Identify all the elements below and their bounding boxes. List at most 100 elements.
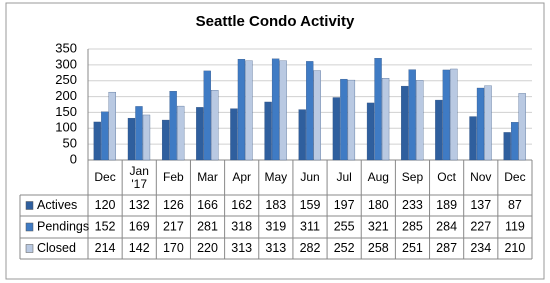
- table-value: 166: [197, 198, 218, 212]
- bar: [176, 105, 185, 161]
- bar: [298, 109, 306, 161]
- table-value: 319: [265, 219, 286, 233]
- legend-key: [25, 222, 34, 232]
- table-value: 281: [197, 219, 218, 233]
- table-value: 313: [231, 241, 252, 255]
- bar: [142, 114, 151, 161]
- table-value: 152: [95, 219, 116, 233]
- bar: [230, 108, 238, 161]
- table-value: 234: [470, 241, 491, 255]
- table-value: 126: [163, 198, 184, 212]
- chart-title: Seattle Condo Activity: [196, 13, 355, 30]
- bar: [381, 78, 390, 161]
- bar: [93, 121, 101, 161]
- table-value: 120: [95, 198, 116, 212]
- table-value: 214: [95, 241, 116, 255]
- bar: [237, 58, 246, 161]
- bar: [279, 60, 287, 161]
- table-value: 321: [368, 219, 389, 233]
- bar: [313, 70, 321, 161]
- table-value: 197: [334, 198, 355, 212]
- table-value: 132: [129, 198, 150, 212]
- table-value: 284: [436, 219, 457, 233]
- x-tick-label: May: [264, 170, 288, 184]
- y-tick-label: 100: [55, 120, 77, 135]
- table-value: 227: [470, 219, 491, 233]
- table-value: 169: [129, 219, 150, 233]
- table-value: 251: [402, 241, 423, 255]
- table-value: 287: [436, 241, 457, 255]
- bar: [442, 69, 451, 161]
- bar: [366, 102, 375, 161]
- x-tick-label: Jul: [336, 170, 352, 184]
- table-value: 252: [334, 241, 355, 255]
- bar: [169, 91, 177, 161]
- bar: [374, 58, 382, 161]
- bar: [476, 87, 485, 161]
- legend-key: [25, 244, 34, 253]
- bar: [511, 122, 519, 161]
- y-tick-label: 200: [55, 88, 77, 103]
- y-tick-label: 150: [55, 104, 77, 119]
- bar: [435, 99, 443, 161]
- bar: [135, 106, 143, 161]
- x-tick-label: Oct: [437, 170, 456, 184]
- bar: [306, 61, 314, 161]
- y-tick-label: 350: [55, 40, 77, 55]
- bar: [161, 119, 170, 161]
- table-value: 189: [436, 198, 457, 212]
- bar: [347, 79, 356, 161]
- table-value: 137: [470, 198, 491, 212]
- x-tick-label: Aug: [367, 170, 389, 184]
- table-value: 87: [508, 198, 522, 212]
- bar: [450, 68, 458, 161]
- table-value: 183: [265, 198, 286, 212]
- bar: [101, 111, 109, 161]
- x-tick-label: Nov: [470, 170, 492, 184]
- table-value: 282: [300, 241, 321, 255]
- x-tick-label: Feb: [163, 170, 184, 184]
- legend-key: [25, 201, 34, 210]
- bar: [108, 91, 116, 161]
- y-tick-label: 0: [70, 151, 77, 166]
- y-tick-label: 300: [55, 56, 77, 71]
- legend-label: Pendings: [37, 219, 89, 233]
- bar: [271, 58, 280, 161]
- table-value: 119: [505, 219, 525, 233]
- bar: [264, 101, 272, 161]
- x-tick-label: Jun: [300, 170, 320, 184]
- table-value: 313: [265, 241, 286, 255]
- bar: [245, 60, 253, 161]
- table-value: 285: [402, 219, 423, 233]
- table-value: 255: [334, 219, 355, 233]
- x-tick-label: Dec: [94, 170, 116, 184]
- table-value: 311: [300, 219, 320, 233]
- table-value: 180: [368, 198, 389, 212]
- x-tick-label: Dec: [504, 170, 526, 184]
- bar: [503, 132, 511, 161]
- bar: [340, 78, 348, 161]
- bar: [203, 70, 211, 161]
- bar: [416, 80, 424, 161]
- x-tick-label: Apr: [232, 170, 252, 184]
- bar: [211, 90, 219, 161]
- table-value: 318: [231, 219, 252, 233]
- bar: [484, 85, 492, 161]
- table-value: 220: [197, 241, 218, 255]
- table-value: 258: [368, 241, 389, 255]
- x-tick-label: Mar: [197, 170, 218, 184]
- table-value: 162: [231, 198, 252, 212]
- legend-label: Closed: [37, 241, 76, 255]
- table-value: 159: [300, 198, 321, 212]
- x-tick-label: Jan '17: [129, 163, 149, 191]
- bar: [196, 107, 204, 161]
- bar: [127, 117, 136, 161]
- table-value: 170: [163, 241, 184, 255]
- bar: [518, 93, 526, 161]
- bar: [401, 85, 409, 161]
- y-tick-label: 50: [63, 136, 77, 151]
- y-tick-label: 250: [55, 72, 77, 87]
- table-value: 233: [402, 198, 423, 212]
